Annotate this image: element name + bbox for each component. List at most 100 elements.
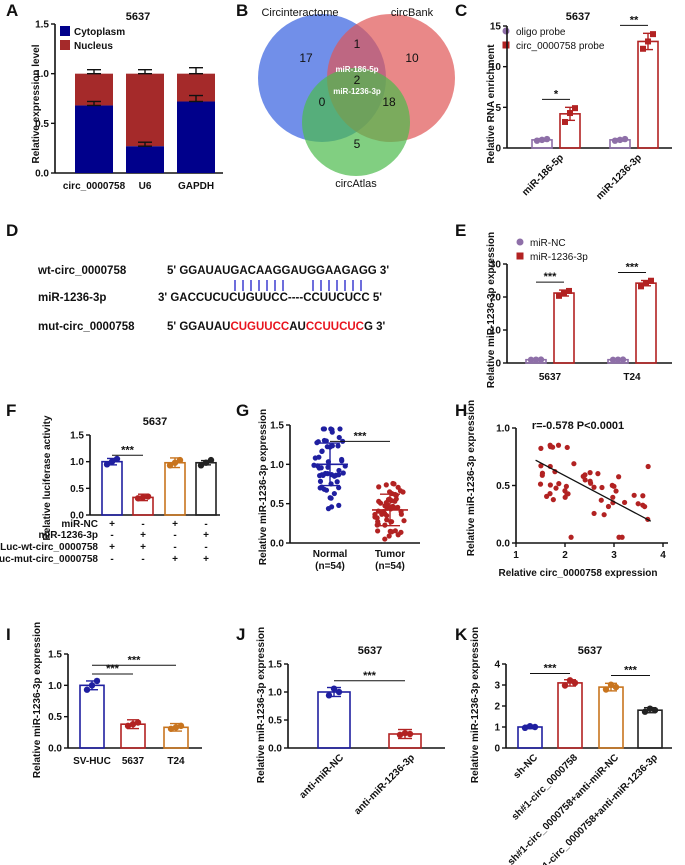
panel-k-ytick-label: 1 [494,723,500,734]
panel-h-point [610,494,616,500]
panel-h-point [591,484,597,490]
panel-g-point-normal [311,462,317,468]
panel-e-significance: *** [544,271,558,283]
panel-h-point [563,483,569,489]
panel-g-point-normal [339,456,345,463]
panel-e-replicate-point [556,292,562,299]
legend-marker-circ-probe [502,41,510,49]
panel-k-ytick-label: 3 [494,681,500,692]
panel-g-x-label: Tumor [375,549,405,560]
venn-center-label-mir1236: miR-1236-3p [333,87,381,96]
venn-count-all-three: 2 [354,73,361,87]
panel-e-replicate-point [619,356,627,363]
panel-e-ytick-label: 30 [490,260,502,271]
panel-g-chart: Relative miR-1236-3p expression 0.0 0.5 1.… [258,409,420,572]
panel-f-condition-sign: - [110,530,113,541]
panel-f-condition-label: miR-NC [61,519,98,530]
panel-e-ytick-label: 20 [490,293,502,304]
panel-k-significance: *** [544,662,558,674]
venn-count-circatlas-only: 5 [354,137,361,151]
bar-cytoplasm-circ_0000758 [75,105,113,173]
panel-h-point [616,474,622,480]
panel-h-point [605,503,612,510]
panel-f-condition-sign: - [141,519,144,530]
panel-e-replicate-point [566,287,572,294]
panel-h-point [640,493,646,499]
panel-h-point [556,481,562,487]
seq-mut-part: CUGUUCC [230,321,289,333]
venn-count-circbank-only: 10 [405,51,419,65]
panel-a-x-label: circ_0000758 [63,181,126,192]
panel-c-significance: * [554,88,559,100]
panel-i-replicate-point [129,720,137,728]
panel-label-c: C [455,1,467,20]
panel-h-point [631,492,637,498]
venn-label-circatlas: circAtlas [335,178,377,190]
panel-g-point-normal [325,464,331,470]
panel-c-ylabel: Relative RNA enrichment [486,44,497,164]
legend-swatch-nucleus [60,40,70,50]
panel-h-point [537,481,544,487]
panel-g-point-tumor [395,484,401,490]
panel-j-replicate-point [401,729,409,737]
panel-c-replicate-point [650,31,656,38]
panel-g-x-label: Normal [313,549,348,560]
panel-i-ytick-label: 0.0 [48,744,62,755]
panel-g-point-tumor [398,511,404,517]
panel-a-ytick-label: 0.5 [35,119,49,130]
bar-k-2 [557,682,583,749]
venn-count-circinteractome-circbank: 1 [354,37,361,51]
panel-g-point-tumor [393,496,399,502]
panel-h-point [619,534,625,540]
panel-h-point [645,463,651,470]
panel-g-point-normal [323,487,330,493]
panel-e-replicate-point [527,356,535,364]
panel-f-replicate-point [113,455,121,463]
panel-h-xtick-label: 4 [660,550,666,561]
legend-oligo-probe: oligo probe [516,27,566,38]
panel-j-title: 5637 [358,645,382,657]
seq-mut-part: CCUUCUC [306,321,364,333]
panel-e-replicate-point [643,280,649,287]
panel-f-replicate-point [108,458,116,465]
panel-g-ylabel: Relative miR-1236-3p expression [258,409,269,565]
panel-f-replicate-point [103,461,111,468]
panel-i-replicate-point [124,722,132,730]
bar-nucleus-U6 [126,73,164,147]
venn-count-circinteractome-circatlas: 0 [319,95,326,109]
panel-k-replicate-point [566,677,574,684]
panel-h-point [538,463,544,469]
panel-c-x-label: miR-186-5p [520,152,566,198]
panel-k-replicate-point [571,679,579,687]
bar-cytoplasm-U6 [126,146,164,173]
panel-e-replicate-point [614,356,622,363]
panel-c-x-label: miR-1236-3p [594,152,644,202]
legend-swatch-cytoplasm [60,26,70,36]
panel-e-replicate-point [609,356,617,364]
panel-k-replicate-point [521,724,529,732]
venn-center-label-mir186: miR-186-5p [335,65,378,74]
panel-g-point-normal [336,434,342,441]
panel-k-replicate-point [641,708,649,715]
panel-g-point-normal [319,448,325,454]
seq-mut: 5' GGAUAUCUGUUCCAUCCUUCUCG 3' [167,321,386,333]
panel-k-x-label: sh-NC [512,752,541,781]
panel-f-replicate-point [207,456,215,464]
panel-h-point [621,499,628,506]
panel-c-replicate-point [533,137,541,144]
panel-k-x-label: sh#1-circ_0000758 [510,752,581,823]
panel-e-replicate-point [638,283,644,290]
panel-g-point-normal [325,506,332,512]
panel-k-x-label: sh#1-circ_0000758+anti-miR-1236-3p [529,752,660,865]
seq-name-mir: miR-1236-3p [38,292,106,304]
panel-g-point-tumor [398,529,404,535]
panel-g-point-tumor [376,498,382,505]
venn-count-circbank-circatlas: 18 [382,95,396,109]
bar-circ-1 [637,40,659,149]
panel-f-replicate-point [202,459,210,466]
panel-h-xtick-label: 1 [513,550,519,561]
legend-mir-1236: miR-1236-3p [530,252,588,263]
panel-i-replicate-point [172,724,180,731]
panel-h-fit-line [535,459,652,522]
panel-i-ytick-label: 0.5 [48,712,62,723]
